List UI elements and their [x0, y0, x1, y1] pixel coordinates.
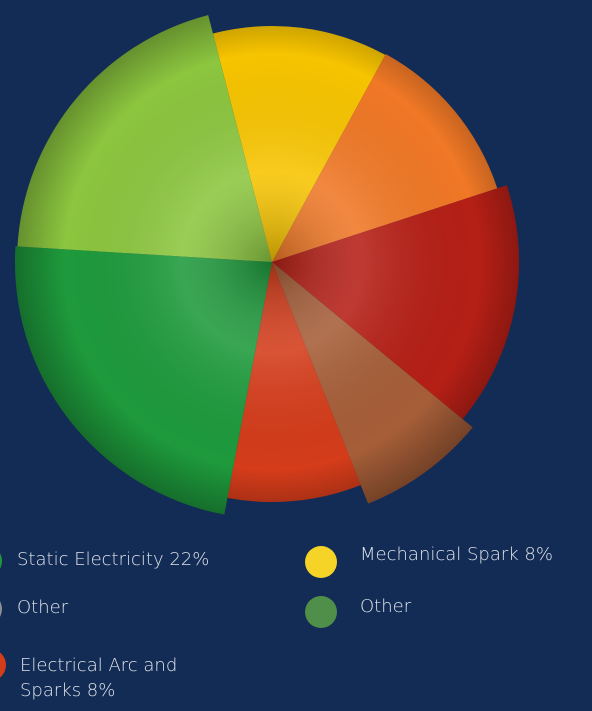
legend-swatch	[0, 601, 2, 617]
slice-shading	[272, 54, 498, 262]
slice-shading	[212, 25, 386, 262]
legend-label: Static Electricity 22%	[17, 549, 210, 570]
legend-swatch	[0, 652, 6, 678]
slice-shading	[272, 185, 519, 420]
legend-label: Mechanical Spark 8%	[360, 544, 553, 565]
legend-label: Electrical Arc and Sparks 8%	[20, 655, 178, 701]
legend-swatch	[0, 553, 2, 569]
legend-label: Other	[360, 596, 412, 617]
legend-swatch	[305, 546, 337, 578]
legend-label: Other	[17, 597, 69, 618]
slice-shading	[14, 246, 272, 515]
legend-swatch	[305, 596, 337, 628]
slice-shading	[17, 15, 272, 263]
slice-shading	[227, 262, 361, 503]
slice-shading	[272, 262, 473, 504]
